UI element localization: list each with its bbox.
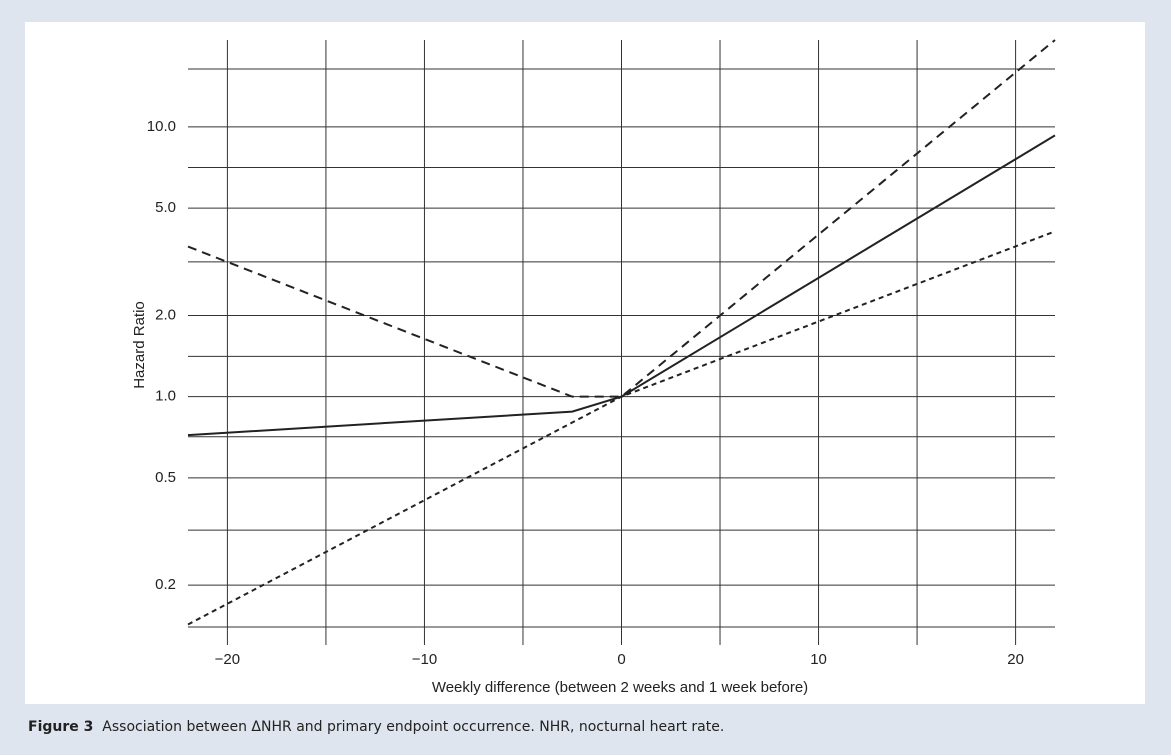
y-tick-label: 2.0 [155,306,176,323]
data-line [187,134,1056,437]
x-tick-label: −10 [412,651,437,668]
caption: Figure 3 Association between ΔNHR and pr… [28,719,724,735]
x-tick-label: 0 [617,651,625,668]
data-line [187,230,1056,626]
x-axis-title: Weekly difference (between 2 weeks and 1… [432,679,808,696]
x-tick-label: 10 [810,651,827,668]
y-tick-label: 10.0 [147,118,176,135]
y-axis-title: Hazard Ratio [131,301,148,389]
figure-panel [25,22,1145,704]
y-tick-label: 0.5 [155,469,176,486]
data-line [187,39,1056,398]
caption-text: Association between ΔNHR and primary end… [102,719,725,735]
caption-label: Figure 3 [28,719,94,735]
chart: Hazard Ratio Weekly difference (between … [131,39,1056,696]
x-tick-label: −20 [215,651,240,668]
y-tick-label: 0.2 [155,576,176,593]
y-tick-label: 1.0 [155,388,176,405]
y-tick-label: 5.0 [155,199,176,216]
x-tick-label: 20 [1007,651,1024,668]
